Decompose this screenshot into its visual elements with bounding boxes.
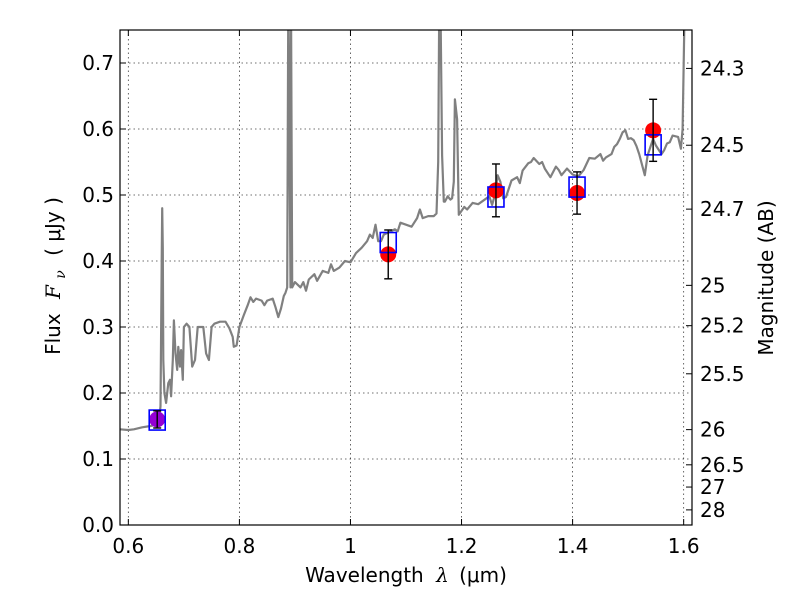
y2-tick-label: 25.2: [700, 314, 745, 338]
y2-tick-label: 24.3: [700, 56, 745, 80]
x-tick-label: 1.6: [668, 534, 700, 558]
y-axis-label: Flux F ν ( μJy ): [41, 197, 70, 355]
x-tick-label: 1: [344, 534, 357, 558]
y-tick-label: 0.4: [82, 249, 114, 273]
y2-tick-label: 27: [700, 475, 725, 499]
y2-axis-label: Magnitude (AB): [754, 200, 778, 355]
y2-tick-label: 24.5: [700, 133, 745, 157]
x-axis-label: Wavelength λ (μm): [305, 563, 507, 587]
x-tick-label: 1.2: [446, 534, 478, 558]
y2-tick-label: 26.5: [700, 453, 745, 477]
y-tick-label: 0.2: [82, 381, 114, 405]
model-square: [148, 409, 167, 431]
y-tick-label: 0.5: [82, 183, 114, 207]
y-axis-label-symbol: F: [41, 284, 65, 300]
y-axis-label-unit: ( μJy ): [41, 197, 65, 256]
plot-frame: [119, 29, 693, 526]
x-axis-label-prefix: Wavelength: [305, 563, 424, 587]
y-tick-label: 0.0: [82, 513, 114, 537]
y2-tick-label: 25.5: [700, 362, 745, 386]
grid-layer: [120, 30, 692, 525]
y-tick-label: 0.1: [82, 447, 114, 471]
model-squares: [148, 134, 662, 431]
x-tick-label: 0.8: [223, 534, 255, 558]
y2-tick-label: 25: [700, 273, 725, 297]
x-axis-label-unit: (μm): [459, 563, 507, 587]
y-tick-label: 0.3: [82, 315, 114, 339]
data-layer: [120, 30, 686, 432]
x-tick-label: 0.6: [112, 534, 144, 558]
spectrum-line: [120, 30, 686, 432]
tick-layer: 0.6 0.8 1 1.2 1.4 1.6 0.0 0.1 0.2 0.3 0.4 0.5 0.6 0.7…: [82, 30, 745, 558]
y-tick-label: 0.7: [82, 51, 114, 75]
y-axis-label-subscript: ν: [53, 270, 69, 279]
y-tick-label: 0.6: [82, 117, 114, 141]
y2-tick-label: 28: [700, 498, 725, 522]
x-tick-label: 1.4: [557, 534, 589, 558]
y-axis-label-prefix: Flux: [41, 313, 65, 355]
x-axis-label-symbol: λ: [435, 563, 449, 587]
y2-tick-label: 26: [700, 418, 725, 442]
y2-tick-label: 24.7: [700, 197, 745, 221]
error-bars: [153, 98, 658, 429]
